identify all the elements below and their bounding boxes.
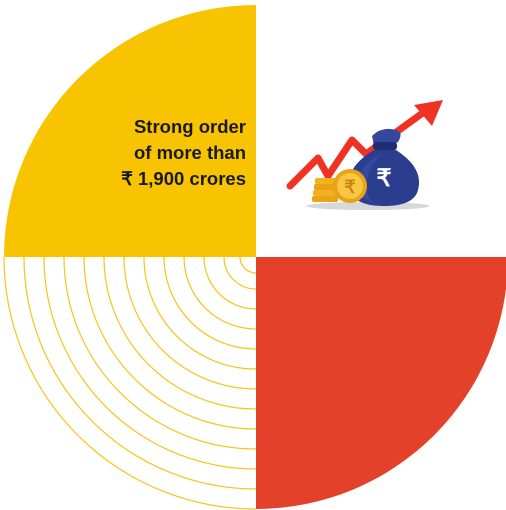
yellow-quadrant	[4, 5, 256, 257]
money-bag-growth-icon: ₹ ₹	[286, 100, 443, 210]
concentric-arcs	[3, 256, 257, 510]
red-quadrant	[256, 257, 506, 509]
headline-text: Strong order of more than ₹ 1,900 crores	[60, 114, 246, 192]
headline-line-3: ₹ 1,900 crores	[121, 168, 246, 189]
headline-line-1: Strong order	[133, 116, 246, 137]
rupee-coin: ₹	[333, 169, 367, 203]
coin-rupee-symbol: ₹	[344, 177, 356, 197]
bag-rupee-symbol: ₹	[376, 165, 391, 192]
money-bag: ₹	[349, 128, 420, 206]
headline-line-2: of more than	[133, 142, 246, 163]
